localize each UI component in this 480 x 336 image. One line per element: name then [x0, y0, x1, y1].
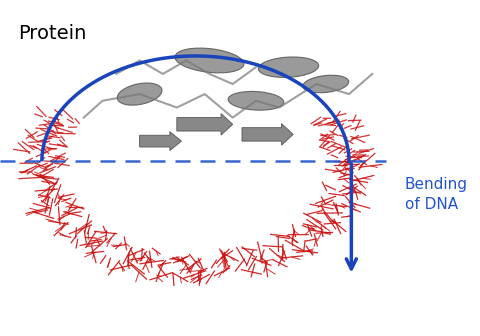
Ellipse shape: [175, 48, 244, 73]
FancyArrow shape: [177, 114, 233, 135]
FancyArrow shape: [242, 124, 293, 145]
Ellipse shape: [303, 75, 349, 93]
Text: Protein: Protein: [19, 24, 87, 43]
Ellipse shape: [117, 83, 162, 105]
Ellipse shape: [228, 91, 284, 110]
Ellipse shape: [258, 57, 319, 77]
Text: Bending
of DNA: Bending of DNA: [405, 177, 468, 212]
FancyArrow shape: [140, 132, 181, 151]
